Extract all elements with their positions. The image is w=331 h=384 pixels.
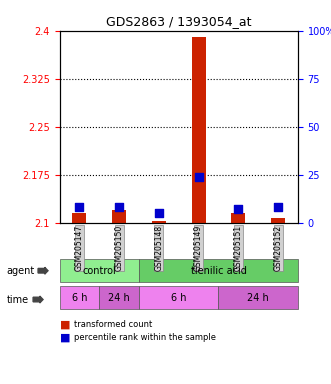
Text: percentile rank within the sample: percentile rank within the sample — [74, 333, 216, 343]
Bar — [112, 210, 126, 223]
Text: GSM205149: GSM205149 — [194, 225, 203, 271]
Text: GSM205150: GSM205150 — [115, 225, 124, 271]
Title: GDS2863 / 1393054_at: GDS2863 / 1393054_at — [106, 15, 252, 28]
Text: GSM205152: GSM205152 — [273, 225, 283, 271]
Text: 24 h: 24 h — [108, 293, 130, 303]
Text: 6 h: 6 h — [171, 293, 186, 303]
Bar — [271, 218, 285, 223]
Point — [275, 204, 281, 210]
Bar — [72, 213, 86, 223]
Text: ■: ■ — [60, 319, 70, 329]
Bar — [192, 37, 206, 223]
Text: GSM205151: GSM205151 — [234, 225, 243, 271]
Text: ■: ■ — [60, 333, 70, 343]
Bar — [152, 222, 166, 223]
Text: GSM205148: GSM205148 — [154, 225, 164, 271]
Text: transformed count: transformed count — [74, 320, 153, 329]
Point — [196, 174, 201, 180]
Bar — [231, 213, 245, 223]
Text: agent: agent — [7, 266, 35, 276]
Point — [77, 204, 82, 210]
Text: 6 h: 6 h — [72, 293, 87, 303]
Text: control: control — [82, 266, 116, 276]
Text: time: time — [7, 295, 29, 305]
Point — [236, 206, 241, 212]
Text: GSM205147: GSM205147 — [75, 225, 84, 271]
Point — [156, 210, 162, 216]
Point — [117, 204, 122, 210]
Text: 24 h: 24 h — [247, 293, 269, 303]
Text: tienilic acid: tienilic acid — [191, 266, 246, 276]
